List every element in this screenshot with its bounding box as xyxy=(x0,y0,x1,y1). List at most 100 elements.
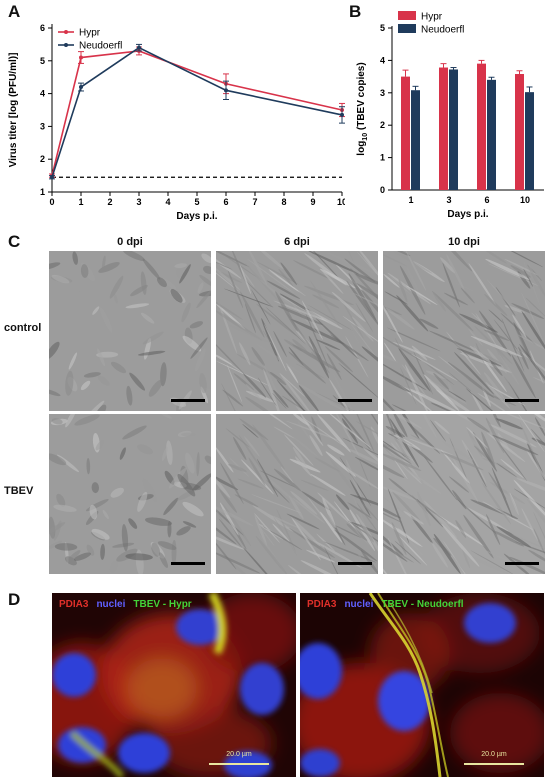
panel-letter-b: B xyxy=(349,2,362,21)
y-axis-label: log10 (TBEV copies) xyxy=(356,62,369,155)
x-axis-label: Days p.i. xyxy=(447,209,488,220)
bar-hypr-1 xyxy=(401,76,410,190)
scale-bar xyxy=(338,399,372,402)
data-point xyxy=(50,175,54,180)
x-tick-label: 3 xyxy=(446,195,451,205)
y-tick-label: 2 xyxy=(380,120,385,130)
virus-label: TBEV - Neudoerfl xyxy=(381,599,464,610)
column-label-0dpi: 0 dpi xyxy=(117,236,143,248)
data-point xyxy=(224,88,228,93)
fluorescence-legend-neudoerfl: PDIA3 nuclei TBEV - Neudoerfl xyxy=(307,599,472,610)
y-tick-label: 1 xyxy=(380,153,385,163)
legend-label: Neudoerfl xyxy=(421,25,464,36)
series-line-neudoerfl xyxy=(51,46,343,178)
micrograph-tbev-0dpi xyxy=(49,414,211,574)
micrograph-control-6dpi xyxy=(216,251,378,411)
x-tick-label: 2 xyxy=(107,197,112,207)
x-tick-label: 7 xyxy=(252,197,257,207)
fluorescence-image-hypr: PDIA3 nuclei TBEV - Hypr 20.0 µm xyxy=(52,593,296,777)
bar-neudoerfl-1 xyxy=(411,90,420,190)
scale-bar xyxy=(505,562,539,565)
y-tick-label: 4 xyxy=(380,55,385,65)
pdia3-label: PDIA3 xyxy=(59,599,89,610)
micrograph-tbev-6dpi xyxy=(216,414,378,574)
virus-label: TBEV - Hypr xyxy=(133,599,192,610)
y-tick-label: 6 xyxy=(40,23,45,33)
x-tick-label: 1 xyxy=(78,197,83,207)
data-point xyxy=(79,85,83,90)
micrograph-control-0dpi xyxy=(49,251,211,411)
x-tick-label: 10 xyxy=(520,195,530,205)
scale-label: 20.0 µm xyxy=(481,751,507,758)
micrograph-control-10dpi xyxy=(383,251,545,411)
cell-texture xyxy=(49,414,211,574)
legend-swatch xyxy=(398,11,416,20)
scale-bar xyxy=(209,763,269,765)
x-tick-label: 1 xyxy=(408,195,413,205)
column-label-10dpi: 10 dpi xyxy=(448,236,480,248)
y-tick-label: 3 xyxy=(380,88,385,98)
column-label-6dpi: 6 dpi xyxy=(284,236,310,248)
x-axis-label: Days p.i. xyxy=(176,211,217,222)
x-tick-label: 6 xyxy=(484,195,489,205)
y-tick-label: 1 xyxy=(40,187,45,197)
bar-hypr-10 xyxy=(515,74,524,190)
row-label-control: control xyxy=(4,322,42,334)
bar-hypr-6 xyxy=(477,63,486,190)
panel-letter-a: A xyxy=(8,2,21,21)
y-tick-label: 3 xyxy=(40,121,45,131)
x-tick-label: 9 xyxy=(310,197,315,207)
x-tick-label: 6 xyxy=(223,197,228,207)
panel-letter-d: D xyxy=(8,590,21,609)
nuclei-label: nuclei xyxy=(344,599,374,610)
panel-letter-c: C xyxy=(8,232,21,251)
data-point xyxy=(79,55,83,60)
x-tick-label: 0 xyxy=(49,197,54,207)
fluorescence-neudoerfl-image xyxy=(300,593,544,777)
cell-texture xyxy=(383,414,545,574)
cell-texture xyxy=(383,251,545,411)
x-tick-label: 3 xyxy=(136,197,141,207)
legend-label: Neudoerfl xyxy=(79,41,122,52)
y-tick-label: 0 xyxy=(380,185,385,195)
cell-texture xyxy=(49,251,211,411)
series-line-hypr xyxy=(51,50,343,176)
tbev-copies-bar-chart: 0 1 2 3 4 5 1 3 6 10 Days p.i. log10 (TBEV copies) H… xyxy=(356,11,544,220)
cell-texture xyxy=(216,251,378,411)
data-point xyxy=(340,112,344,117)
scale-bar xyxy=(338,562,372,565)
legend-swatch xyxy=(398,24,416,33)
bar-neudoerfl-3 xyxy=(449,69,458,190)
nuclei-label: nuclei xyxy=(96,599,126,610)
x-tick-label: 8 xyxy=(281,197,286,207)
cell-texture xyxy=(216,414,378,574)
fluorescence-legend-hypr: PDIA3 nuclei TBEV - Hypr xyxy=(59,599,200,610)
scale-bar xyxy=(464,763,524,765)
y-tick-label: 5 xyxy=(380,23,385,33)
y-tick-label: 5 xyxy=(40,56,45,66)
scale-bar xyxy=(171,562,205,565)
bar-hypr-3 xyxy=(439,67,448,190)
x-tick-label: 5 xyxy=(194,197,199,207)
fluorescence-hypr-image xyxy=(52,593,296,777)
x-tick-label: 4 xyxy=(165,197,170,207)
row-label-tbev: TBEV xyxy=(4,485,34,497)
micrograph-tbev-10dpi xyxy=(383,414,545,574)
legend-marker xyxy=(64,43,68,47)
data-point xyxy=(137,45,141,50)
bar-neudoerfl-6 xyxy=(487,79,496,190)
scale-bar xyxy=(505,399,539,402)
bar-neudoerfl-10 xyxy=(525,92,534,190)
scale-bar xyxy=(171,399,205,402)
legend-label: Hypr xyxy=(421,12,443,23)
fluorescence-image-neudoerfl: PDIA3 nuclei TBEV - Neudoerfl 20.0 µm xyxy=(300,593,544,777)
x-tick-label: 10 xyxy=(337,197,345,207)
legend-marker xyxy=(64,30,68,34)
pdia3-label: PDIA3 xyxy=(307,599,337,610)
y-tick-label: 4 xyxy=(40,89,45,99)
scale-label: 20.0 µm xyxy=(226,751,252,758)
y-axis-label: Virus titer [log (PFU/ml)] xyxy=(8,53,19,168)
legend-label: Hypr xyxy=(79,28,101,39)
y-tick-label: 2 xyxy=(40,154,45,164)
